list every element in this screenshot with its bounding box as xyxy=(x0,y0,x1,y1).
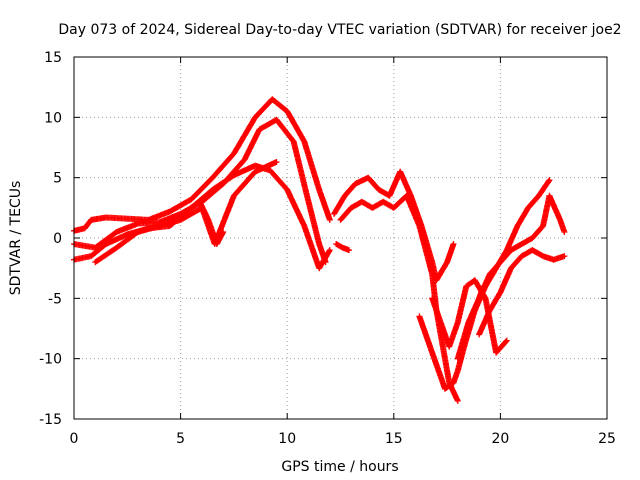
series-8 xyxy=(429,277,510,356)
series-10 xyxy=(471,177,553,314)
series-markers xyxy=(471,177,553,314)
x-axis-label: GPS time / hours xyxy=(281,459,398,475)
tick-layer: 0 5 10 15 20 25 -15 -10 -5 0 5 10 15 xyxy=(39,50,616,447)
series-markers xyxy=(476,247,568,338)
x-tick-label: 5 xyxy=(176,431,185,447)
series-markers xyxy=(429,277,510,356)
y-axis-label: SDTVAR / TECUs xyxy=(8,181,24,296)
series-11 xyxy=(476,247,568,338)
y-tick-label: 15 xyxy=(44,50,62,66)
data-layer xyxy=(71,96,568,404)
y-tick-label: -5 xyxy=(48,291,62,307)
chart-title: Day 073 of 2024, Sidereal Day-to-day VTE… xyxy=(58,22,621,38)
x-tick-label: 20 xyxy=(491,431,509,447)
series-13 xyxy=(333,241,352,254)
x-tick-label: 0 xyxy=(70,431,79,447)
y-tick-label: 0 xyxy=(53,231,62,247)
x-tick-label: 25 xyxy=(598,431,616,447)
y-tick-label: 10 xyxy=(44,110,62,126)
x-tick-label: 10 xyxy=(278,431,296,447)
y-tick-label: 5 xyxy=(53,171,62,187)
series-markers xyxy=(188,198,227,247)
grid-layer xyxy=(74,57,607,419)
series-12 xyxy=(188,198,227,247)
y-tick-label: -15 xyxy=(39,412,62,428)
y-tick-label: -10 xyxy=(39,352,62,368)
series-markers xyxy=(333,241,352,254)
x-tick-label: 15 xyxy=(385,431,403,447)
